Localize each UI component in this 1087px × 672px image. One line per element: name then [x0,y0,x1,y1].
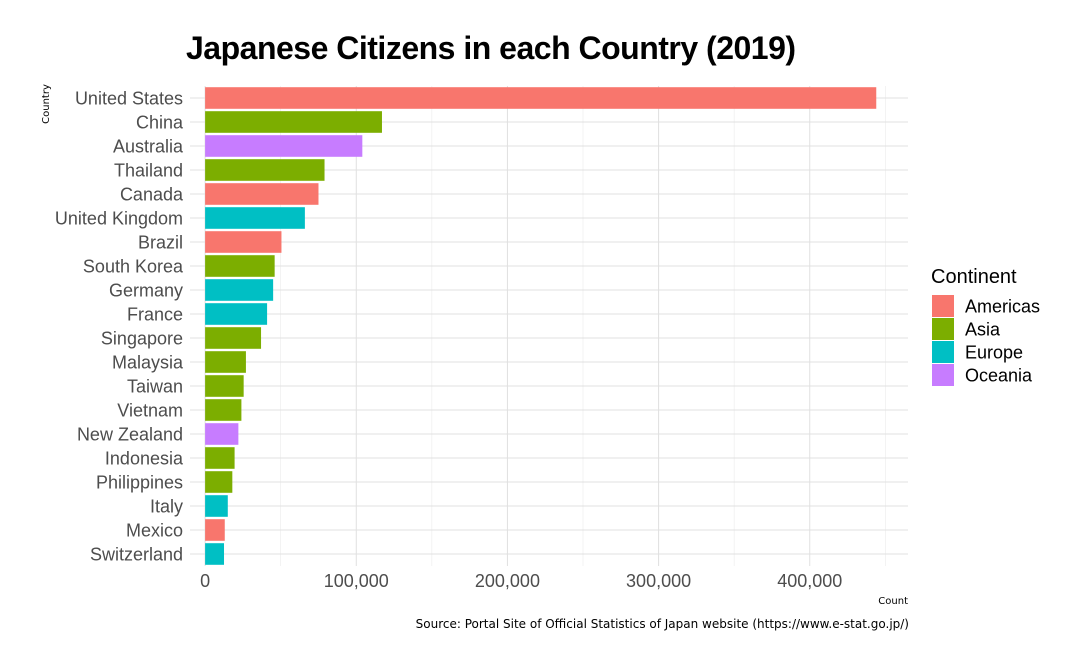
bar-canada [205,183,319,205]
category-label: United States [75,89,183,109]
legend-label: Americas [965,297,1040,317]
bar-south-korea [205,255,275,277]
bar-vietnam [205,399,242,421]
x-tick-label: 200,000 [475,571,540,591]
x-tick-label: 400,000 [777,571,842,591]
x-tick-labels: 0 100,000 200,000 300,000 400,000 [200,571,842,591]
grid-lines [190,86,908,566]
x-tick-label: 100,000 [324,571,389,591]
category-label: Canada [120,185,184,205]
legend-key-americas [932,295,954,317]
bar-switzerland [205,543,225,565]
bar-new-zealand [205,423,239,445]
bar-united-kingdom [205,207,305,229]
category-label: Philippines [96,473,183,493]
bar-mexico [205,519,225,541]
legend: Continent Americas Asia Europe Oceania [931,266,1040,386]
legend-label: Asia [965,320,1001,340]
bar-australia [205,135,363,157]
bars [205,87,877,565]
bar-thailand [205,159,325,181]
category-label: China [136,113,184,133]
legend-title: Continent [931,266,1017,288]
bar-philippines [205,471,233,493]
category-label: Brazil [138,233,183,253]
category-labels: United States China Australia Thailand Canad… [55,89,184,565]
bar-taiwan [205,375,244,397]
category-label: Switzerland [90,545,183,565]
category-label: South Korea [83,257,184,277]
legend-key-oceania [932,364,954,386]
category-label: Malaysia [112,353,184,373]
legend-key-europe [932,341,954,363]
legend-label: Oceania [965,366,1033,386]
bar-indonesia [205,447,235,469]
category-label: Vietnam [117,401,183,421]
bar-united-states [205,87,877,109]
x-tick-label: 0 [200,571,210,591]
bar-brazil [205,231,282,253]
bar-italy [205,495,228,517]
category-label: Germany [109,281,183,301]
bar-singapore [205,327,262,349]
legend-label: Europe [965,343,1023,363]
x-tick-label: 300,000 [626,571,691,591]
bar-malaysia [205,351,246,373]
y-axis-title: Country [41,84,52,124]
category-label: France [127,305,183,325]
category-label: Italy [150,497,183,517]
category-label: Singapore [101,329,183,349]
category-label: Taiwan [127,377,183,397]
x-axis-title: Count [878,596,908,607]
category-label: New Zealand [77,425,183,445]
bar-germany [205,279,274,301]
legend-key-asia [932,318,954,340]
bar-china [205,111,382,133]
bar-france [205,303,268,325]
category-label: Mexico [126,521,183,541]
category-label: United Kingdom [55,209,183,229]
source-caption: Source: Portal Site of Official Statisti… [415,617,909,631]
chart-title: Japanese Citizens in each Country (2019) [186,30,796,66]
category-label: Thailand [114,161,183,181]
category-label: Indonesia [105,449,184,469]
category-label: Australia [113,137,184,157]
